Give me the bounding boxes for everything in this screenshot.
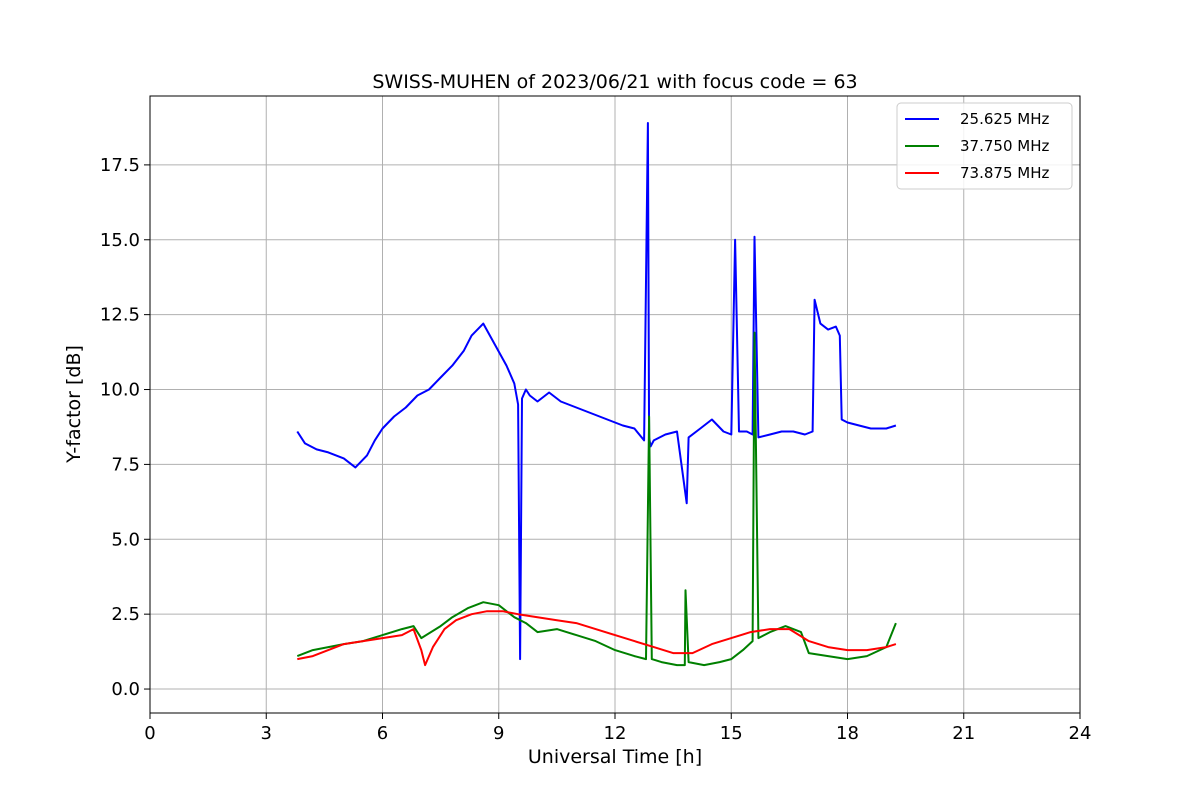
x-tick-label: 18 xyxy=(836,723,859,744)
ticks-layer: 0 3 6 9 12 15 18 21 24 0.0 2.5 5.0 7.5 10.0 12.5 15.0 17… xyxy=(100,155,1092,744)
series-line-37-750-mhz xyxy=(296,331,897,667)
legend: 25.625 MHz 37.750 MHz 73.875 MHz xyxy=(896,102,1073,190)
y-tick-label: 0.0 xyxy=(111,679,140,700)
legend-label-37-750: 37.750 MHz xyxy=(960,137,1049,155)
y-axis-title: Y-factor [dB] xyxy=(63,345,85,464)
x-tick-label: 12 xyxy=(604,723,627,744)
y-tick-label: 15.0 xyxy=(100,230,140,251)
legend-box xyxy=(896,102,1073,190)
x-tick-label: 0 xyxy=(144,723,155,744)
y-tick-label: 12.5 xyxy=(100,305,140,326)
x-tick-label: 9 xyxy=(493,723,504,744)
x-tick-label: 3 xyxy=(261,723,272,744)
y-tick-label: 5.0 xyxy=(111,529,140,550)
y-tick-label: 17.5 xyxy=(100,155,140,176)
x-tick-label: 6 xyxy=(377,723,388,744)
legend-label-73-875: 73.875 MHz xyxy=(960,164,1049,182)
x-tick-label: 21 xyxy=(952,723,975,744)
legend-label-25-625: 25.625 MHz xyxy=(960,110,1049,128)
x-tick-label: 15 xyxy=(720,723,743,744)
series-layer xyxy=(296,122,897,667)
series-line-25-625-mhz xyxy=(296,122,897,661)
y-tick-label: 10.0 xyxy=(100,380,140,401)
x-axis-title: Universal Time [h] xyxy=(528,746,702,768)
y-tick-label: 2.5 xyxy=(111,604,140,625)
chart-title: SWISS-MUHEN of 2023/06/21 with focus cod… xyxy=(372,71,857,93)
series-line-73-875-mhz xyxy=(297,610,897,667)
y-tick-label: 7.5 xyxy=(111,454,140,475)
x-tick-label: 24 xyxy=(1069,723,1092,744)
